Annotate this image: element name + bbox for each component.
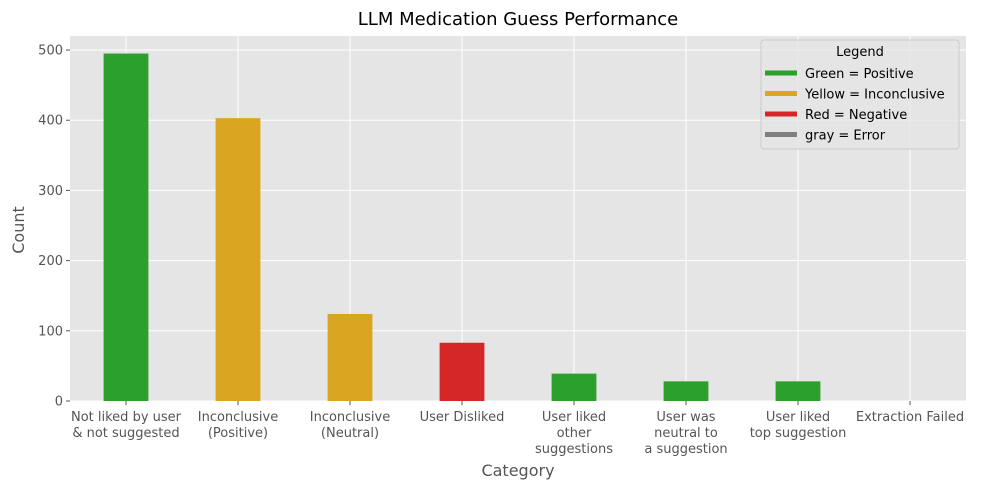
bar [215,118,261,401]
x-tick-label: User liked top suggestion [750,410,847,441]
x-axis-label: Category [481,461,554,480]
x-tick-label: Inconclusive (Neutral) [310,410,391,441]
legend: Legend Green = Positive Yellow = Inconclus… [760,39,960,150]
legend-entry-label: Green = Positive [805,67,914,82]
y-tick-label: 500 [38,44,63,59]
bar [103,53,149,402]
bars [103,53,821,402]
bar [327,313,373,401]
x-tick-label: Extraction Failed [856,410,964,425]
bar [775,381,821,401]
y-tick-label: 0 [55,395,63,410]
x-tick-label: Inconclusive (Positive) [198,410,279,441]
legend-entry-label: Yellow = Inconclusive [804,88,945,103]
legend-title: Legend [836,45,884,60]
y-axis-label: Count [9,206,28,254]
x-tick-label: User liked other suggestions [535,410,613,457]
x-tick-label: User Disliked [420,410,505,425]
legend-entry-label: gray = Error [805,129,886,144]
x-axis-ticks: Not liked by user & not suggested Inconclu… [71,401,964,457]
x-tick-label: User was neutral to a suggestion [644,410,727,457]
legend-box [760,39,960,150]
bar [663,381,709,401]
chart-title: LLM Medication Guess Performance [358,9,678,30]
y-tick-label: 300 [38,184,63,199]
y-tick-label: 200 [38,254,63,269]
y-axis-ticks: 0 100 200 300 400 500 [38,44,70,410]
bar [551,373,597,401]
bar [439,342,485,401]
y-tick-label: 100 [38,324,63,339]
y-tick-label: 400 [38,114,63,129]
x-tick-label: Not liked by user & not suggested [71,410,182,441]
legend-entry-label: Red = Negative [805,108,907,123]
